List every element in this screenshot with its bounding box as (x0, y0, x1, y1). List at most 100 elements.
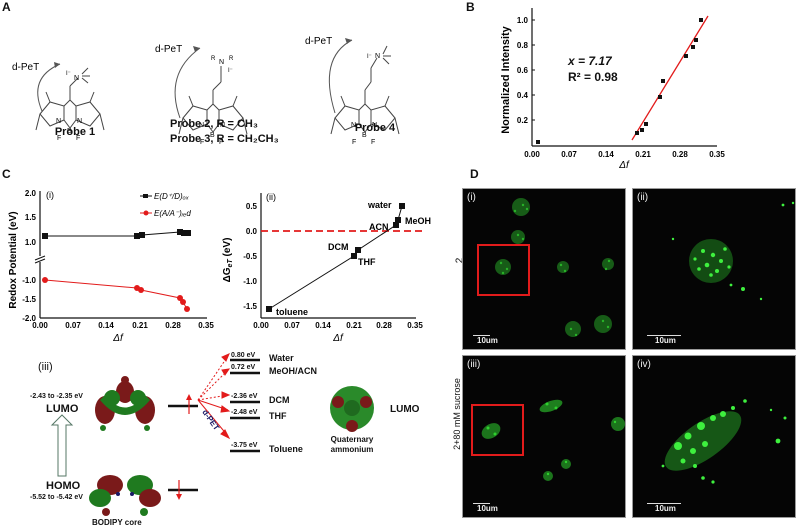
scale-label: 10um (655, 504, 676, 513)
bodipy-core-label: BODIPY core (92, 518, 142, 527)
level-energy-thf: -2.48 eV (231, 409, 258, 416)
bodipy-homo-orbital (89, 475, 161, 516)
bodipy-lumo-orbital (95, 376, 155, 431)
micrograph-ii: (ii) 10um (632, 188, 796, 350)
svg-text:0.00: 0.00 (32, 321, 48, 330)
svg-text:R: R (229, 56, 234, 62)
svg-text:ACN: ACN (369, 222, 389, 232)
micrograph-i-label: (i) (467, 192, 476, 203)
svg-text:0.07: 0.07 (65, 321, 81, 330)
chart-c-i: 2.0 1.5 1.0 -1.0 -1.5 -2.0 0.00 0.07 0.14 0.21 0… (8, 189, 214, 344)
micrograph-ii-label: (ii) (637, 192, 649, 203)
svg-text:0.28: 0.28 (672, 150, 688, 159)
probe-4-structure: N I⁻ (330, 45, 400, 147)
svg-text:0.35: 0.35 (198, 321, 214, 330)
energy-diagram: d-PET (50, 353, 374, 516)
level-energy-water: 0.80 eV (231, 352, 256, 359)
svg-text:0.4: 0.4 (517, 91, 529, 100)
row-label-sucrose: 2+80 mM sucrose (452, 378, 462, 450)
micrograph-iv-label: (iv) (637, 359, 651, 370)
chart-b-slope-annotation: x = 7.17 (568, 54, 612, 68)
svg-text:1.0: 1.0 (25, 238, 37, 247)
svg-text:0.28: 0.28 (376, 321, 392, 330)
svg-text:water: water (367, 200, 392, 210)
svg-text:0.35: 0.35 (709, 150, 725, 159)
quaternary-ammonium-lumo-orbital (330, 386, 374, 432)
svg-text:0.28: 0.28 (165, 321, 181, 330)
qa-lumo-label: LUMO (390, 404, 420, 415)
lumo-label: LUMO (46, 403, 79, 415)
chart-c-ii: 0.5 0.0 -0.5 -1.0 -1.5 0.00 0.07 0.14 0.21 0.28 0… (222, 192, 431, 344)
sub-ii-label: (ii) (266, 192, 276, 202)
legend-ox: E(D⁺/D)ₒₓ (154, 192, 189, 201)
svg-text:-0.5: -0.5 (243, 252, 257, 261)
d-pet-label-4: d-PeT (305, 36, 332, 47)
chart-b: 0.2 0.4 0.6 0.8 1.0 0.00 0.07 0.14 0.21 0.28 0.35… (500, 8, 725, 168)
micrograph-i: (i) 10um (462, 188, 626, 350)
region-of-interest-box (477, 244, 530, 296)
probe-3-label: Probe 3, R = CH₂CH₃ (170, 133, 279, 145)
lumo-range: -2.43 to -2.35 eV (30, 393, 83, 400)
svg-text:N: N (74, 75, 79, 82)
panel-b-letter: B (466, 0, 475, 14)
probe-4-label: Probe 4 (354, 122, 396, 134)
level-solvent-water: Water (269, 353, 294, 363)
chart-b-r2-annotation: R² = 0.98 (568, 70, 618, 84)
svg-text:0.6: 0.6 (517, 66, 529, 75)
svg-text:0.07: 0.07 (561, 150, 577, 159)
homo-label: HOMO (46, 480, 81, 492)
d-pet-label-1: d-PeT (12, 62, 39, 73)
svg-text:0.00: 0.00 (524, 150, 540, 159)
svg-text:0.5: 0.5 (246, 202, 258, 211)
panel-d-letter: D (470, 167, 479, 181)
micrograph-iv: (iv) 10um (632, 355, 796, 518)
svg-text:N: N (375, 53, 380, 60)
svg-text:-2.0: -2.0 (22, 314, 36, 323)
d-pet-arrow-label: d-PET (200, 408, 221, 432)
scale-bar (647, 335, 681, 336)
scale-label: 10um (655, 336, 676, 345)
svg-text:0.21: 0.21 (346, 321, 362, 330)
ammonium-label: ammonium (330, 445, 374, 454)
chart-c-ii-ylabel: ΔGeT (eV) (222, 238, 234, 283)
svg-text:Δf: Δf (112, 333, 124, 344)
svg-text:DCM: DCM (328, 242, 349, 252)
svg-text:0.07: 0.07 (284, 321, 300, 330)
homo-range: -5.52 to -5.42 eV (30, 494, 83, 501)
panel-a-letter: A (2, 0, 11, 14)
svg-text:0.00: 0.00 (253, 321, 269, 330)
svg-text:R: R (211, 56, 216, 62)
legend-red: E(A/A⁻)ᵣₑd (154, 209, 191, 218)
svg-text:0.8: 0.8 (517, 41, 529, 50)
micrograph-iii-label: (iii) (467, 359, 481, 370)
scale-label: 10um (477, 336, 498, 345)
svg-text:-1.5: -1.5 (22, 295, 36, 304)
svg-text:0.0: 0.0 (246, 227, 258, 236)
level-solvent-thf: THF (269, 411, 287, 421)
svg-text:I⁻: I⁻ (228, 68, 233, 74)
level-solvent-meoh-acn: MeOH/ACN (269, 366, 318, 376)
sub-iii-label: (iii) (38, 361, 53, 373)
scale-bar (473, 335, 490, 336)
svg-text:0.14: 0.14 (598, 150, 614, 159)
svg-text:2.0: 2.0 (25, 189, 37, 198)
svg-text:MeOH: MeOH (405, 216, 431, 226)
svg-text:I⁻: I⁻ (66, 71, 71, 77)
svg-text:toluene: toluene (276, 307, 308, 317)
scale-bar (473, 503, 490, 504)
level-energy-dcm: -2.36 eV (231, 393, 258, 400)
probe-1-structure: N I⁻ (35, 67, 105, 143)
level-energy-toluene: -3.75 eV (231, 442, 258, 449)
micrograph-iii: (iii) 10um (462, 355, 626, 518)
svg-text:Δf: Δf (332, 333, 344, 344)
level-solvent-dcm: DCM (269, 395, 290, 405)
quaternary-label: Quaternary (330, 435, 374, 444)
svg-text:1.0: 1.0 (517, 16, 529, 25)
d-pet-label-2: d-PeT (155, 44, 182, 55)
svg-text:0.14: 0.14 (98, 321, 114, 330)
probe-1-label: Probe 1 (54, 126, 96, 138)
scale-label: 10um (477, 504, 498, 513)
svg-text:THF: THF (358, 257, 376, 267)
chart-b-ylabel: Normalized Intensity (500, 25, 512, 133)
svg-text:0.21: 0.21 (132, 321, 148, 330)
